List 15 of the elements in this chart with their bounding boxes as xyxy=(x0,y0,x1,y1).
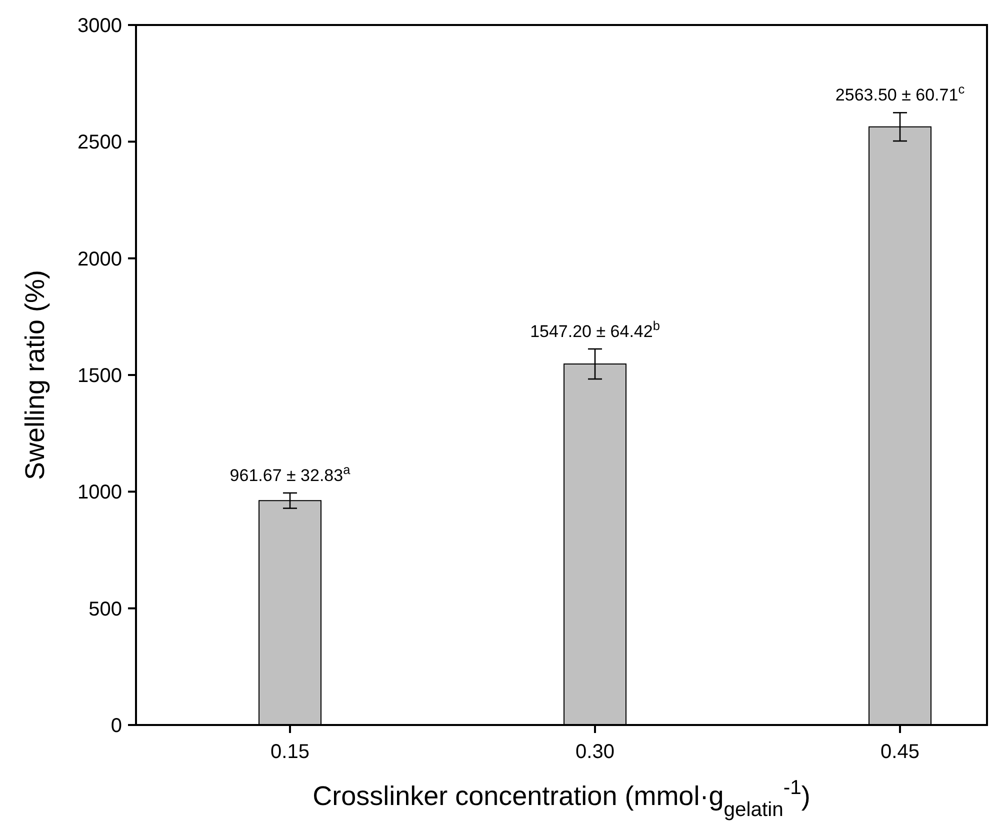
y-tick-label: 2500 xyxy=(78,132,122,154)
data-label: 1547.20 ± 64.42$^{b}$ xyxy=(530,317,660,341)
y-axis-title: Swelling ratio (%) xyxy=(20,270,50,480)
y-tick-label: 500 xyxy=(88,598,122,620)
y-tick-label: 1000 xyxy=(78,482,122,504)
y-tick-label: 0 xyxy=(110,715,122,737)
data-label: 2563.50 ± 60.71$^{c}$ xyxy=(835,81,966,105)
x-axis-title: Crosslinker concentration (mmol·g$_{gelatin}$$^{-1}$) xyxy=(312,777,810,821)
y-tick-label: 1500 xyxy=(78,365,122,387)
x-tick-label: 0.15 xyxy=(270,741,310,763)
y-tick-label: 2000 xyxy=(78,248,122,270)
x-tick-label: 0.45 xyxy=(880,741,920,763)
y-tick-label: 3000 xyxy=(78,15,122,37)
x-tick-label: 0.30 xyxy=(576,741,614,763)
data-label: 961.67 ± 32.83$^{a}$ xyxy=(230,461,352,485)
